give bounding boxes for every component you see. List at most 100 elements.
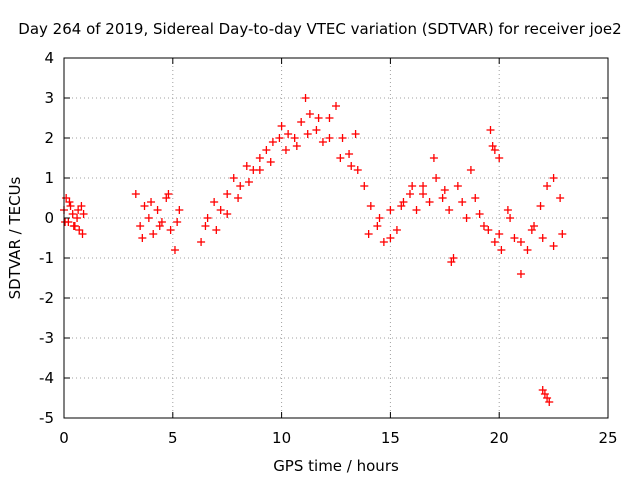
data-point	[301, 94, 310, 102]
data-point	[543, 182, 552, 190]
data-point	[138, 234, 147, 242]
data-point	[155, 222, 164, 230]
y-tick-label: -2	[39, 289, 54, 307]
data-point	[495, 154, 504, 162]
data-point	[373, 222, 382, 230]
data-point	[510, 234, 519, 242]
data-point	[175, 206, 184, 214]
data-point	[255, 166, 264, 174]
data-point	[203, 214, 212, 222]
data-point	[545, 398, 554, 406]
data-point	[166, 226, 175, 234]
data-point	[425, 198, 434, 206]
data-point	[516, 238, 525, 246]
data-point	[149, 230, 158, 238]
x-tick-label: 15	[381, 429, 400, 447]
data-point	[268, 138, 277, 146]
data-point	[69, 222, 78, 230]
y-tick-label: 1	[44, 169, 54, 187]
data-point	[74, 206, 83, 214]
chart-title: Day 264 of 2019, Sidereal Day-to-day VTE…	[18, 20, 621, 38]
data-point	[405, 190, 414, 198]
data-point	[412, 206, 421, 214]
data-point	[375, 214, 384, 222]
data-point	[170, 246, 179, 254]
data-point	[429, 154, 438, 162]
y-tick-label: 3	[44, 89, 54, 107]
y-tick-label: -5	[39, 409, 54, 427]
data-point	[255, 154, 264, 162]
y-tick-label: 0	[44, 209, 54, 227]
data-point	[347, 162, 356, 170]
data-point	[336, 154, 345, 162]
data-point	[216, 206, 225, 214]
data-point	[277, 122, 286, 130]
data-point	[558, 230, 567, 238]
data-point	[432, 174, 441, 182]
data-point	[449, 254, 458, 262]
data-point	[338, 134, 347, 142]
data-point	[408, 182, 417, 190]
data-point	[79, 210, 88, 218]
axes	[63, 57, 609, 419]
data-point	[262, 146, 271, 154]
data-point	[147, 198, 156, 206]
y-tick-label: -3	[39, 329, 54, 347]
x-tick-label: 5	[168, 429, 178, 447]
data-point	[212, 226, 221, 234]
data-point	[266, 158, 275, 166]
y-tick-label: -1	[39, 249, 54, 267]
data-point	[462, 214, 471, 222]
y-tick-label: 4	[44, 49, 54, 67]
data-point	[497, 246, 506, 254]
data-point	[438, 194, 447, 202]
data-point	[297, 118, 306, 126]
data-point	[318, 138, 327, 146]
data-point	[136, 222, 145, 230]
data-point	[223, 210, 232, 218]
data-point	[503, 206, 512, 214]
data-point	[197, 238, 206, 246]
data-point	[78, 230, 87, 238]
data-point	[305, 110, 314, 118]
data-point	[506, 214, 515, 222]
data-point	[386, 206, 395, 214]
data-point	[66, 202, 75, 210]
data-point	[144, 214, 153, 222]
data-point	[68, 210, 77, 218]
ticks: 0 5 10 15 20 25 -5 -4 -3 -2 -1 0 1 2 3 4	[39, 49, 618, 447]
data-point	[364, 230, 373, 238]
data-point	[131, 190, 140, 198]
data-point	[495, 230, 504, 238]
data-point	[475, 210, 484, 218]
data-point	[281, 146, 290, 154]
data-point	[244, 178, 253, 186]
data-point	[523, 246, 532, 254]
data-point	[471, 194, 480, 202]
data-point	[549, 242, 558, 250]
data-point	[490, 238, 499, 246]
data-point	[325, 114, 334, 122]
data-point	[466, 166, 475, 174]
data-point	[234, 194, 243, 202]
data-point	[173, 218, 182, 226]
data-point	[61, 218, 70, 226]
y-tick-label: 2	[44, 129, 54, 147]
data-point	[65, 198, 74, 206]
data-point	[275, 134, 284, 142]
plot-frame	[63, 57, 609, 419]
data-point	[556, 194, 565, 202]
data-point	[236, 182, 245, 190]
data-point	[486, 126, 495, 134]
y-tick-label: -4	[39, 369, 54, 387]
data-point	[242, 162, 251, 170]
data-point	[223, 190, 232, 198]
data-point	[366, 202, 375, 210]
data-points	[60, 94, 567, 406]
data-point	[140, 202, 149, 210]
data-point	[527, 226, 536, 234]
x-tick-label: 25	[598, 429, 617, 447]
data-point	[379, 238, 388, 246]
